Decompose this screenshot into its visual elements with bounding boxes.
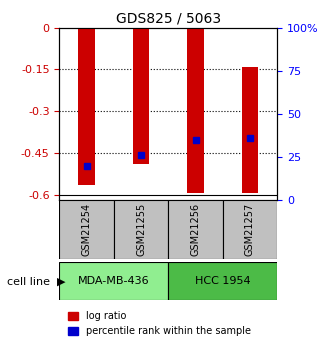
Legend: log ratio, percentile rank within the sample: log ratio, percentile rank within the sa… <box>64 307 254 340</box>
Text: GSM21257: GSM21257 <box>245 203 255 256</box>
Text: GSM21256: GSM21256 <box>190 203 201 256</box>
Bar <box>79 28 95 185</box>
Text: GSM21254: GSM21254 <box>82 203 92 256</box>
Text: MDA-MB-436: MDA-MB-436 <box>78 276 150 286</box>
FancyBboxPatch shape <box>168 262 277 300</box>
Title: GDS825 / 5063: GDS825 / 5063 <box>116 11 221 25</box>
FancyBboxPatch shape <box>59 200 114 259</box>
Text: HCC 1954: HCC 1954 <box>195 276 250 286</box>
FancyBboxPatch shape <box>168 200 223 259</box>
Text: cell line  ▶: cell line ▶ <box>7 276 65 286</box>
Bar <box>187 28 204 193</box>
FancyBboxPatch shape <box>114 200 168 259</box>
FancyBboxPatch shape <box>59 262 168 300</box>
Bar <box>133 28 149 164</box>
Text: GSM21255: GSM21255 <box>136 203 146 256</box>
FancyBboxPatch shape <box>223 200 277 259</box>
Bar <box>242 67 258 193</box>
